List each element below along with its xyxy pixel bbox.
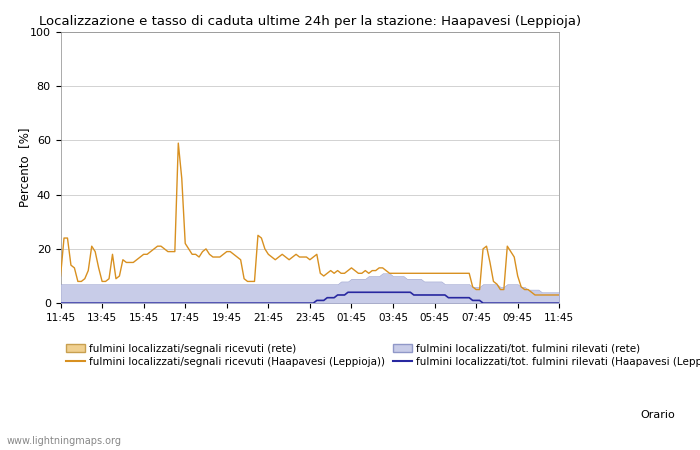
Y-axis label: Percento  [%]: Percento [%] (18, 128, 31, 207)
Text: www.lightningmaps.org: www.lightningmaps.org (7, 436, 122, 446)
Legend: fulmini localizzati/segnali ricevuti (rete), fulmini localizzati/segnali ricevut: fulmini localizzati/segnali ricevuti (re… (66, 344, 700, 367)
Title: Localizzazione e tasso di caduta ultime 24h per la stazione: Haapavesi (Leppioja: Localizzazione e tasso di caduta ultime … (38, 15, 581, 28)
Text: Orario: Orario (640, 410, 676, 420)
